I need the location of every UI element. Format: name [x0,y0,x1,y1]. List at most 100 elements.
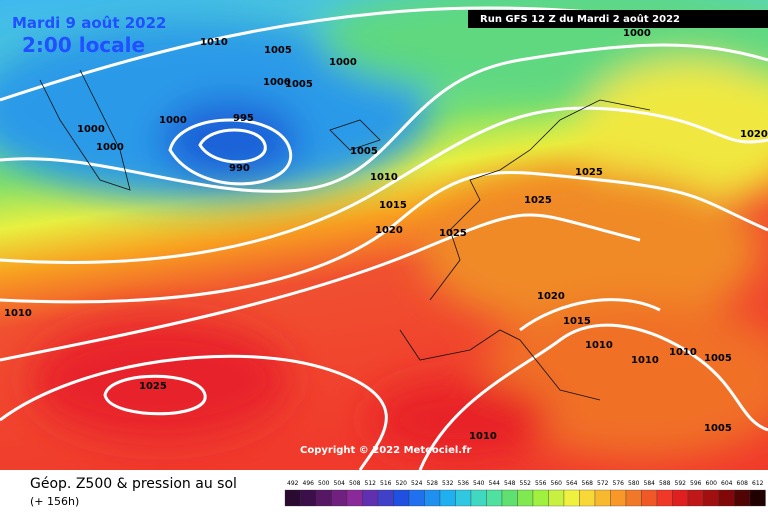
isobar-label: 1015 [563,316,591,327]
run-banner [468,10,768,28]
scale-swatch [563,489,580,507]
scale-swatch [470,489,487,507]
isobar-label: 1025 [439,228,467,239]
scale-label: 512 [365,480,377,487]
scale-swatch [424,489,441,507]
isobar-label: 995 [233,113,254,124]
isobar-label: 1020 [537,291,565,302]
scale-label: 504 [334,480,346,487]
scale-label: 600 [706,480,718,487]
scale-swatch [579,489,596,507]
scale-label: 580 [628,480,640,487]
scale-swatch [641,489,658,507]
scale-swatch [331,489,348,507]
isobar-label: 1005 [285,79,313,90]
isobar-label: 1005 [264,45,292,56]
isobar-label: 1010 [669,347,697,358]
scale-label: 536 [458,480,470,487]
scale-label: 576 [613,480,625,487]
scale-label: 560 [551,480,563,487]
isobar-label: 1025 [139,381,167,392]
scale-label: 568 [582,480,594,487]
scale-swatch [486,489,503,507]
scale-swatch [315,489,332,507]
footer-title: Géop. Z500 & pression au sol [30,476,237,492]
scale-label: 520 [396,480,408,487]
scale-swatch [284,489,301,507]
scale-swatch [610,489,627,507]
isobar-label: 1000 [329,57,357,68]
scale-label: 496 [303,480,315,487]
scale-label: 572 [597,480,609,487]
isobar-label: 1010 [4,308,32,319]
scale-label: 492 [287,480,299,487]
scale-label: 592 [675,480,687,487]
scale-label: 604 [721,480,733,487]
isobar-label: 1005 [704,423,732,434]
scale-swatch [455,489,472,507]
isobar-label: 1010 [585,340,613,351]
scale-label: 588 [659,480,671,487]
color-scale: 492 496 500 504 508 512 516 520 524 528 532 536 540 5… [284,480,766,507]
scale-swatch [377,489,394,507]
scale-label: 552 [520,480,532,487]
scale-label: 528 [427,480,439,487]
scale-swatch [703,489,720,507]
scale-swatch [687,489,704,507]
isobar-label: 1005 [350,146,378,157]
scale-swatch [548,489,565,507]
isobars [0,6,768,471]
run-label: Run GFS 12 Z du Mardi 2 août 2022 [480,13,680,25]
scale-swatch [346,489,363,507]
footer-lead: (+ 156h) [30,495,79,508]
scale-swatch [362,489,379,507]
scale-swatch [718,489,735,507]
scale-swatch [625,489,642,507]
isobar-label: 1010 [200,37,228,48]
isobar-label: 1000 [77,124,105,135]
isobar-label: 1000 [96,142,124,153]
scale-label: 516 [380,480,392,487]
isobar-label: 1010 [370,172,398,183]
isobar-label: 1000 [263,77,291,88]
scale-label: 548 [504,480,516,487]
isobar-label: 990 [229,163,250,174]
isobar-label: 1010 [631,355,659,366]
scale-swatch [672,489,689,507]
scale-swatch [734,489,751,507]
scale-label: 596 [690,480,702,487]
field-blobs [0,0,768,460]
isobar-label: 1005 [704,353,732,364]
scale-swatch [749,489,766,507]
scale-label: 540 [473,480,485,487]
isobar-label: 1015 [379,200,407,211]
scale-swatch [393,489,410,507]
scale-label: 612 [752,480,764,487]
scale-label: 564 [566,480,578,487]
scale-label: 524 [411,480,423,487]
scale-swatch [656,489,673,507]
scale-swatch [439,489,456,507]
isobar-label: 1025 [524,195,552,206]
scale-label: 556 [535,480,547,487]
isobar-label: 1020 [740,129,768,140]
scale-swatch [300,489,317,507]
coastlines [39,69,651,401]
copyright: Copyright © 2022 Meteociel.fr [300,445,471,456]
isobar-label: 1000 [159,115,187,126]
scale-label: 532 [442,480,454,487]
scale-swatch [408,489,425,507]
scale-swatch [594,489,611,507]
scale-label: 584 [644,480,656,487]
isobar-label: 1025 [575,167,603,178]
isobar-label: 1000 [623,28,651,39]
scale-swatch [501,489,518,507]
scale-label: 508 [349,480,361,487]
isobar-label: 1020 [375,225,403,236]
scale-swatch [517,489,534,507]
date-label: Mardi 9 août 2022 [12,14,166,32]
scale-label: 608 [737,480,749,487]
